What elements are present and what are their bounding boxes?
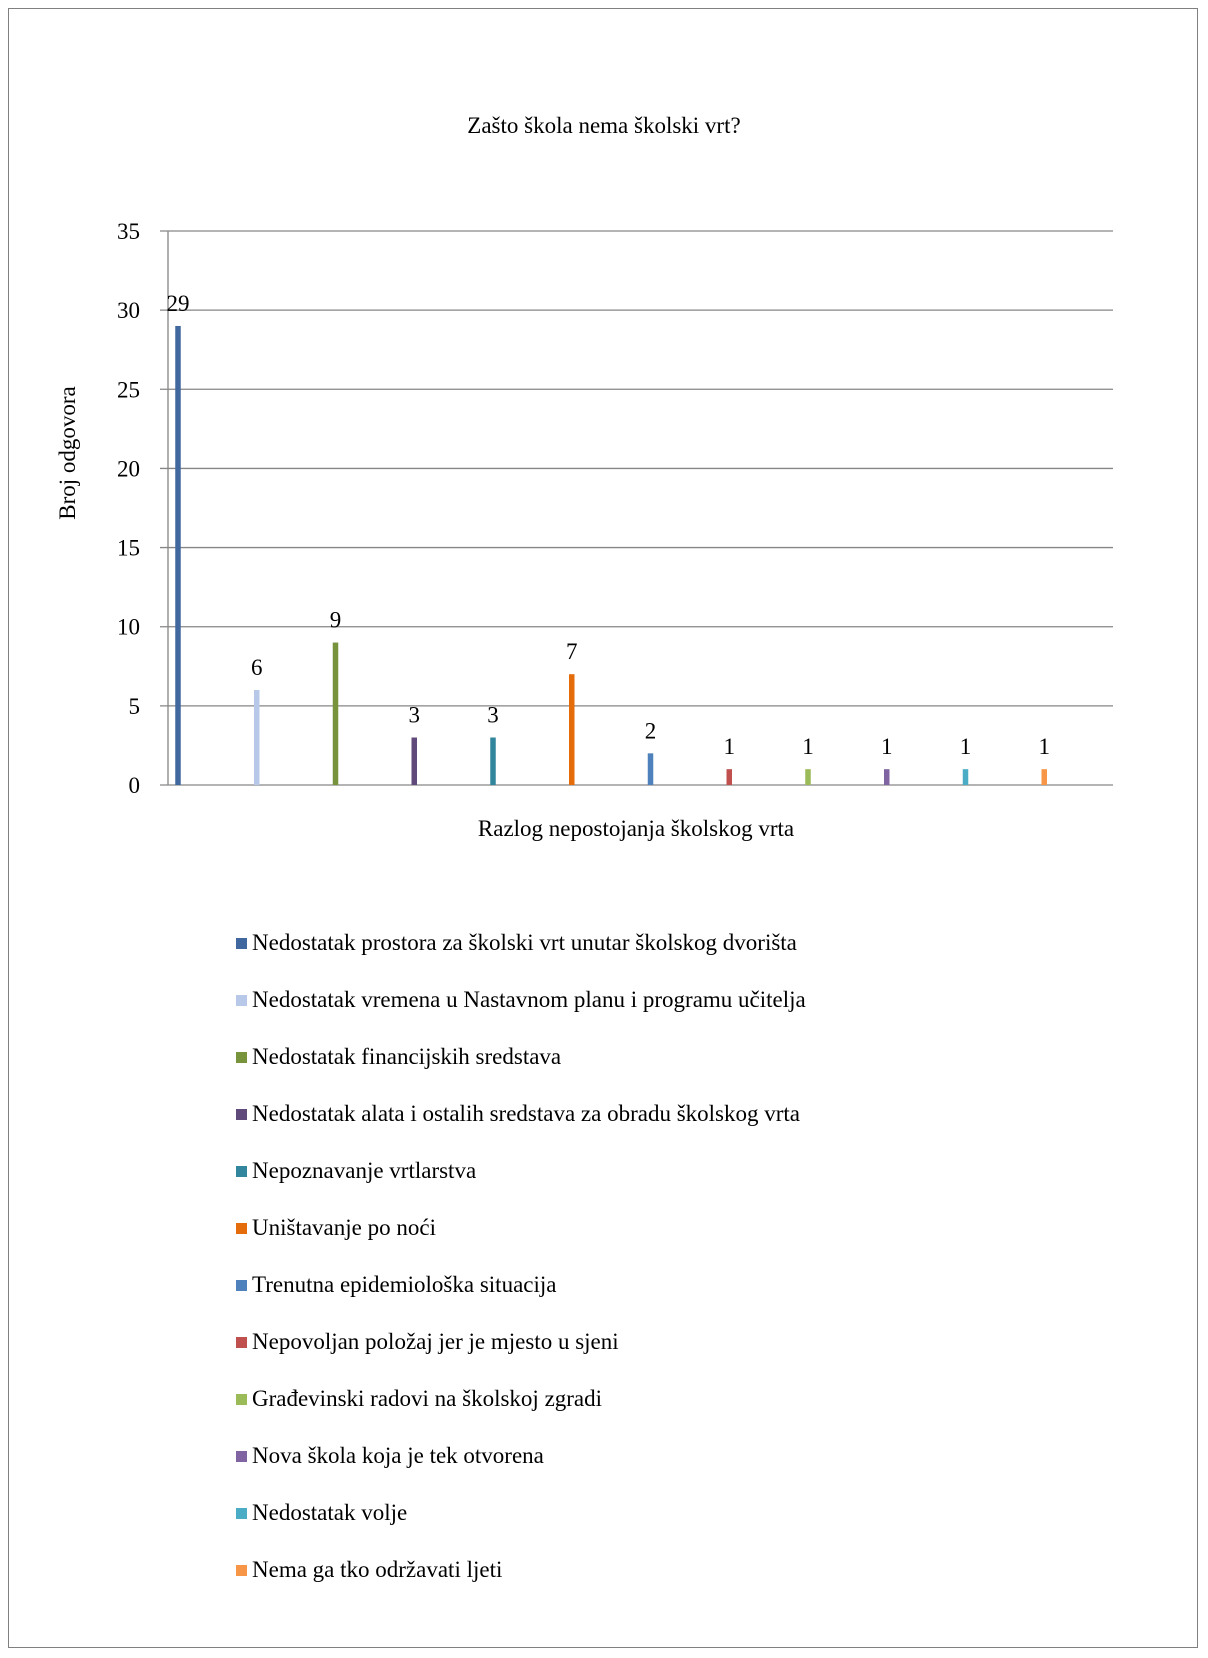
legend-item: Nova škola koja je tek otvorena xyxy=(236,1441,544,1471)
bar xyxy=(175,325,181,785)
legend-swatch xyxy=(236,1279,247,1291)
legend-item: Nedostatak vremena u Nastavnom planu i p… xyxy=(236,985,806,1015)
legend-item: Nepoznavanje vrtlarstva xyxy=(236,1156,476,1186)
y-tick-label: 0 xyxy=(129,773,141,798)
grid-lines xyxy=(160,230,1113,786)
data-label: 3 xyxy=(409,703,421,728)
data-label: 1 xyxy=(802,734,814,759)
legend-item: Nedostatak financijskih sredstava xyxy=(236,1042,561,1072)
legend-label: Nedostatak prostora za školski vrt unuta… xyxy=(252,930,797,955)
legend-swatch xyxy=(236,1393,247,1405)
data-label: 3 xyxy=(487,703,499,728)
x-axis-label: Razlog nepostojanja školskog vrta xyxy=(478,816,794,841)
bar xyxy=(805,769,811,785)
bars xyxy=(175,325,1047,785)
legend-label: Trenutna epidemiološka situacija xyxy=(252,1272,557,1297)
bar xyxy=(726,769,732,785)
legend-swatch xyxy=(236,1450,247,1462)
bar-chart: 0 5 10 15 20 25 30 35 29 6 9 3 3 7 2 1 1 1 1 1 Broj odgovo… xyxy=(55,219,1113,841)
legend-label: Nepovoljan položaj jer je mjesto u sjeni xyxy=(252,1329,619,1354)
y-tick-label: 35 xyxy=(117,219,140,244)
y-tick-label: 15 xyxy=(117,536,140,561)
bar xyxy=(411,737,417,785)
legend-swatch xyxy=(236,994,247,1006)
legend-swatch xyxy=(236,1108,247,1120)
data-label: 1 xyxy=(1039,734,1051,759)
legend-label: Građevinski radovi na školskoj zgradi xyxy=(252,1386,603,1411)
legend-item: Uništavanje po noći xyxy=(236,1213,436,1243)
bar xyxy=(332,642,339,785)
legend-label: Uništavanje po noći xyxy=(252,1215,436,1240)
legend-swatch xyxy=(236,1165,247,1177)
data-label: 7 xyxy=(566,639,578,664)
chart-title: Zašto škola nema školski vrt? xyxy=(467,113,741,138)
legend-item: Nema ga tko održavati ljeti xyxy=(236,1555,502,1585)
legend-label: Nova škola koja je tek otvorena xyxy=(252,1443,544,1468)
bar xyxy=(569,674,575,785)
legend-label: Nedostatak vremena u Nastavnom planu i p… xyxy=(252,987,806,1012)
legend-swatch xyxy=(236,1051,247,1063)
bar xyxy=(962,769,969,785)
bar xyxy=(254,690,260,785)
legend-label: Nepoznavanje vrtlarstva xyxy=(252,1158,477,1183)
legend-item: Nepovoljan položaj jer je mjesto u sjeni xyxy=(236,1327,619,1357)
data-label: 1 xyxy=(960,734,972,759)
data-label: 2 xyxy=(645,718,657,743)
legend-label: Nedostatak alata i ostalih sredstava za … xyxy=(252,1101,801,1126)
legend-label: Nema ga tko održavati ljeti xyxy=(252,1557,503,1582)
legend-swatch xyxy=(236,1507,247,1519)
y-axis-label: Broj odgovora xyxy=(55,386,80,520)
data-label: 1 xyxy=(881,734,893,759)
data-label: 1 xyxy=(724,734,736,759)
legend-item: Nedostatak volje xyxy=(236,1498,407,1528)
legend-item: Nedostatak prostora za školski vrt unuta… xyxy=(236,928,797,958)
legend-swatch xyxy=(236,1336,247,1348)
y-tick-label: 25 xyxy=(117,377,140,402)
y-tick-label: 5 xyxy=(129,694,141,719)
legend-item: Trenutna epidemiološka situacija xyxy=(236,1270,556,1300)
legend-label: Nedostatak financijskih sredstava xyxy=(252,1044,562,1069)
data-label: 6 xyxy=(251,655,263,680)
bar xyxy=(1041,769,1047,785)
legend-swatch xyxy=(236,1222,247,1234)
legend-item: Građevinski radovi na školskoj zgradi xyxy=(236,1384,602,1414)
y-tick-label: 20 xyxy=(117,456,140,481)
data-label: 29 xyxy=(167,291,190,316)
bar xyxy=(647,753,654,785)
data-labels: 29 6 9 3 3 7 2 1 1 1 1 1 xyxy=(167,291,1051,759)
data-label: 9 xyxy=(330,608,342,633)
bar xyxy=(884,769,890,785)
bar xyxy=(490,737,496,785)
legend-swatch xyxy=(236,1564,247,1576)
y-axis-ticks: 0 5 10 15 20 25 30 35 xyxy=(117,219,140,798)
legend-item: Nedostatak alata i ostalih sredstava za … xyxy=(236,1099,800,1129)
y-tick-label: 10 xyxy=(117,615,140,640)
y-tick-label: 30 xyxy=(117,298,140,323)
chart-frame xyxy=(8,8,1198,1648)
legend-swatch xyxy=(236,937,247,949)
legend-label: Nedostatak volje xyxy=(252,1500,408,1525)
